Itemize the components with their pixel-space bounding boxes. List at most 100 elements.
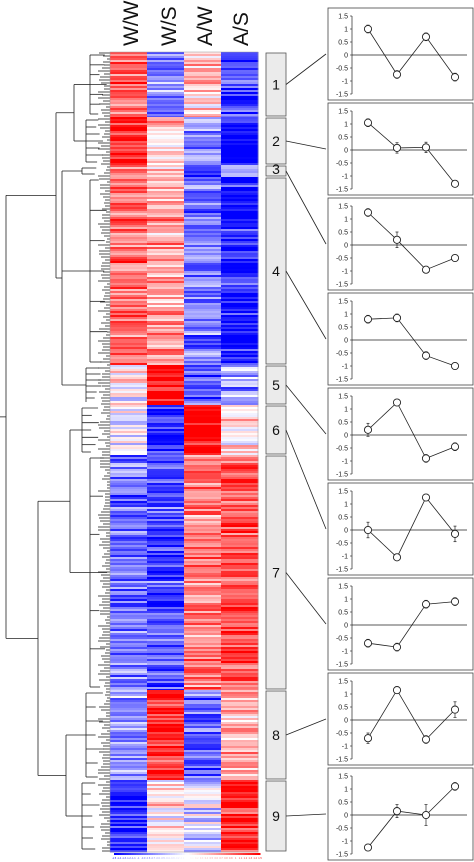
data-point <box>392 313 402 322</box>
heatmap-cell <box>147 313 185 316</box>
scale-swatch <box>238 853 242 855</box>
heatmap-cell <box>184 197 222 200</box>
heatmap-cell <box>221 469 259 472</box>
series-line <box>367 786 456 848</box>
heatmap-cell <box>110 297 148 300</box>
heatmap-cell <box>184 493 222 496</box>
heatmap-cell <box>110 832 148 835</box>
data-point <box>363 843 373 852</box>
y-tick-label: 0 <box>344 813 348 820</box>
y-tick-label: 0 <box>344 243 348 250</box>
heatmap-cell <box>110 243 148 246</box>
heatmap-cell <box>184 74 222 77</box>
heatmap-cell <box>147 507 185 510</box>
heatmap-cell <box>147 225 185 228</box>
scale-swatch <box>242 853 246 855</box>
heatmap-cell <box>110 205 148 208</box>
heatmap-cell <box>110 726 148 729</box>
heatmap-cell <box>110 167 148 170</box>
heatmap-cell <box>184 599 222 602</box>
y-tick-label: -1.5 <box>336 662 348 669</box>
heatmap-cell <box>221 663 259 666</box>
heatmap-cell <box>184 457 222 460</box>
heatmap-cell <box>110 357 148 360</box>
heatmap-cell <box>221 555 259 558</box>
heatmap-cell <box>110 231 148 234</box>
heatmap-cell <box>147 842 185 845</box>
heatmap-cell <box>147 601 185 604</box>
y-tick-label: -0.5 <box>336 636 348 643</box>
heatmap-cell <box>147 812 185 815</box>
heatmap-cell <box>184 349 222 352</box>
heatmap-cell <box>110 273 148 276</box>
heatmap-cell <box>221 495 259 498</box>
heatmap-cell <box>221 369 259 372</box>
heatmap-cell <box>147 163 185 166</box>
heatmap-cell <box>147 309 185 312</box>
scale-swatch <box>184 853 188 855</box>
heatmap-cell <box>221 445 259 448</box>
y-tick-label: 1.5 <box>338 489 348 496</box>
heatmap-cell <box>184 551 222 554</box>
scale-swatch <box>179 853 183 855</box>
heatmap-cell <box>221 627 259 630</box>
heatmap-cell <box>110 397 148 400</box>
heatmap-cell <box>184 575 222 578</box>
heatmap-cell <box>184 850 222 853</box>
heatmap-cell <box>184 137 222 140</box>
heatmap-cell <box>221 283 259 286</box>
heatmap-cell <box>184 675 222 678</box>
heatmap-cell <box>221 403 259 406</box>
heatmap-cell <box>184 834 222 837</box>
heatmap-cell <box>110 271 148 274</box>
scale-swatch <box>213 853 217 855</box>
heatmap-cell <box>221 609 259 612</box>
cluster-number: 5 <box>272 377 280 393</box>
heatmap-cell <box>221 543 259 546</box>
heatmap-cell <box>184 351 222 354</box>
y-tick-label: 0.5 <box>338 230 348 237</box>
heatmap-cell <box>221 629 259 632</box>
heatmap-cell <box>110 261 148 264</box>
heatmap-cell <box>184 547 222 550</box>
scale-swatch <box>208 853 212 855</box>
heatmap-cell <box>221 305 259 308</box>
heatmap-cell <box>147 76 185 79</box>
heatmap-cell <box>184 299 222 302</box>
heatmap-cell <box>184 361 222 364</box>
heatmap-cell <box>147 179 185 182</box>
heatmap-cell <box>221 395 259 398</box>
series-line <box>367 496 456 558</box>
heatmap-cell <box>221 289 259 292</box>
scale-label: -0.2 <box>175 857 180 860</box>
heatmap-cell <box>147 209 185 212</box>
heatmap-cell <box>110 451 148 454</box>
heatmap-cell <box>184 768 222 771</box>
scale-swatch <box>245 853 249 855</box>
heatmap-cell <box>110 367 148 370</box>
heatmap-cell <box>184 710 222 713</box>
heatmap-cell <box>184 714 222 717</box>
heatmap-cell <box>147 54 185 57</box>
heatmap-cell <box>221 96 259 99</box>
y-tick-label: -0.5 <box>336 66 348 73</box>
scale-swatch <box>135 853 139 855</box>
heatmap-cell <box>147 153 185 156</box>
heatmap-cell <box>110 435 148 438</box>
heatmap-cell <box>221 746 259 749</box>
heatmap-cell <box>110 173 148 176</box>
heatmap-cell <box>221 125 259 128</box>
heatmap-cell <box>147 114 185 117</box>
heatmap-cell <box>184 754 222 757</box>
heatmap-cell <box>221 687 259 690</box>
heatmap-cell <box>221 117 259 120</box>
heatmap-cell <box>147 307 185 310</box>
heatmap-cell <box>147 677 185 680</box>
heatmap-cell <box>110 762 148 765</box>
heatmap-cell <box>110 339 148 342</box>
heatmap-cell <box>221 62 259 65</box>
heatmap-cell <box>221 623 259 626</box>
heatmap-cell <box>184 145 222 148</box>
heatmap-cell <box>184 213 222 216</box>
heatmap-cell <box>184 183 222 186</box>
